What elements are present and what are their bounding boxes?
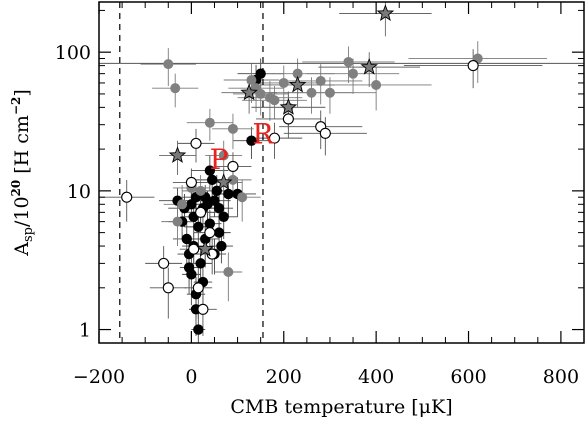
filled-point [206,174,218,186]
grey-point [292,68,303,79]
y-label-rest: /10 [11,196,33,227]
y-label-unit-sup: −2 [9,97,23,115]
x-tick-label: 800 [543,366,579,388]
open-point [121,191,133,203]
grey-point [227,123,238,134]
data-points [121,4,483,335]
grey-point [163,59,174,70]
filled-point [246,135,257,146]
grey-point [218,150,229,161]
y-tick-label: 100 [55,42,91,64]
open-point [204,227,216,239]
filled-point [209,195,220,206]
open-point [227,160,239,172]
open-point [467,60,479,72]
star-point [168,146,187,163]
star-point [196,239,214,257]
open-point [195,206,207,218]
grey-point [255,88,266,99]
star-point [214,173,233,190]
tick-labels: −200 0 200 400 600 800 1 10 100 [55,42,579,388]
grey-point [269,95,280,106]
ticks [98,2,585,343]
open-point [282,113,294,125]
grey-point [204,117,215,128]
open-point [158,257,170,269]
y-label-main: A [11,242,33,257]
open-point [188,243,200,255]
filled-point [181,233,192,245]
filled-point [213,227,225,238]
open-point [185,176,197,188]
annotation-p: P [210,143,229,176]
open-point [197,303,209,315]
star-point [376,4,395,22]
grey-point [371,79,382,90]
open-point [162,282,174,294]
star-point [288,75,307,93]
filled-point [223,188,234,200]
filled-point [195,258,206,269]
grey-point [324,87,335,98]
grey-point [315,75,326,86]
grey-point [195,185,206,196]
annotations: RP [210,117,275,176]
grey-point [227,174,238,185]
annotation-r: R [252,117,274,150]
grey-point [177,199,188,210]
filled-point [183,262,195,273]
x-tick-label: 0 [185,366,197,388]
grey-point [223,267,234,278]
reference-lines [99,2,584,343]
grey-point [343,56,354,67]
open-point [190,137,202,149]
x-tick-label: −200 [73,366,125,388]
grey-point [170,83,181,94]
x-tick-label: 600 [450,366,486,388]
filled-point [193,221,204,233]
y-axis-label: Asp/1020 [H cm−2] [9,89,36,257]
x-axis-label: CMB temperature [μK] [230,396,452,418]
grey-point [348,68,359,79]
grey-point [237,192,248,203]
filled-point [213,202,225,214]
star-point [360,57,379,75]
filled-point [193,324,204,335]
filled-point [204,165,216,176]
grey-point [246,75,257,86]
filled-point [218,211,229,223]
star-point [240,83,258,101]
y-label-close: ] [11,89,33,96]
grey-point [306,87,317,98]
y-label-sup: 20 [9,180,23,197]
plot-frame [98,1,585,344]
y-label-sub: sp [21,227,36,242]
star-point [279,98,298,115]
open-point [319,127,331,139]
grey-point [172,216,183,227]
y-label-unit: [H cm [11,115,33,180]
x-tick-label: 200 [266,366,302,388]
y-tick-label: 10 [67,181,91,203]
filled-point [216,240,227,252]
open-point [268,132,281,144]
open-point [192,282,204,294]
filled-point [204,218,216,229]
x-tick-label: 400 [358,366,394,388]
y-tick-label: 1 [79,320,91,342]
grey-point [278,77,289,88]
